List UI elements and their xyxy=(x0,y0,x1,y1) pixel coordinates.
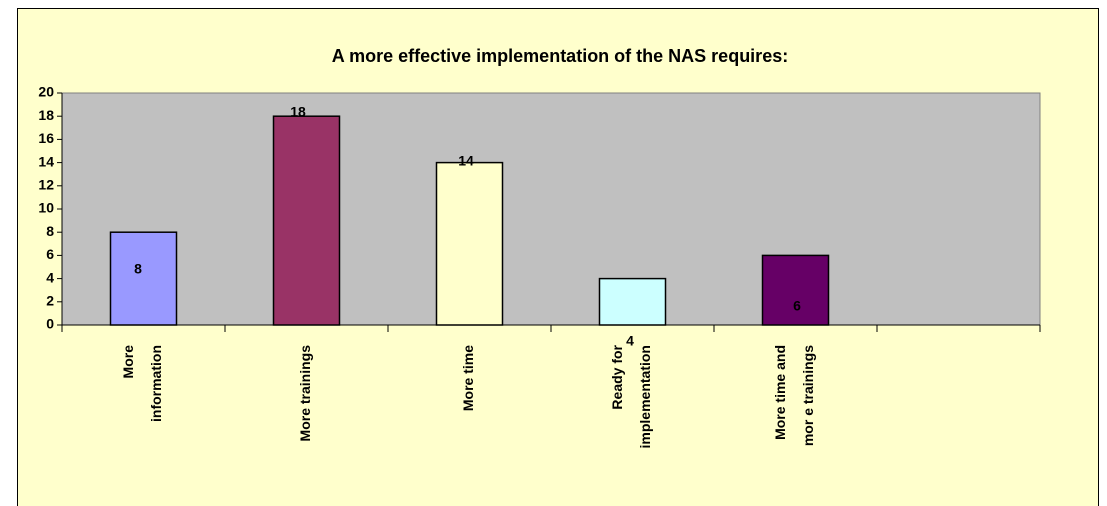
bar xyxy=(598,277,667,326)
x-tick-label: More xyxy=(120,345,136,379)
data-label: 14 xyxy=(458,153,474,169)
x-tick-label: Ready for xyxy=(609,344,625,409)
x-tick-label: information xyxy=(148,345,164,422)
y-tick-label: 0 xyxy=(46,316,54,332)
x-tick-label: mor e trainings xyxy=(800,345,816,446)
y-tick-label: 4 xyxy=(46,269,54,285)
y-tick-label: 18 xyxy=(38,107,54,123)
bar xyxy=(435,161,504,326)
data-label: 4 xyxy=(626,333,634,349)
y-tick-label: 16 xyxy=(38,130,54,146)
x-tick-label: implementation xyxy=(637,345,653,448)
bar xyxy=(761,254,830,326)
bar xyxy=(109,231,178,326)
y-tick-label: 10 xyxy=(38,200,54,216)
y-tick-label: 14 xyxy=(38,153,54,169)
y-tick-label: 8 xyxy=(46,223,54,239)
chart-title: A more effective implementation of the N… xyxy=(332,46,788,66)
x-tick-label: More time xyxy=(460,345,476,411)
data-label: 6 xyxy=(793,298,801,314)
y-tick-label: 2 xyxy=(46,293,54,309)
data-label: 8 xyxy=(134,261,142,277)
x-tick-label: More time and xyxy=(772,345,788,440)
bar xyxy=(272,115,341,326)
y-tick-label: 6 xyxy=(46,246,54,262)
data-label: 18 xyxy=(290,104,306,120)
plot-area xyxy=(61,92,1041,326)
y-tick-label: 20 xyxy=(38,84,54,100)
y-tick-label: 12 xyxy=(38,177,54,193)
x-tick-label: More trainings xyxy=(297,345,313,442)
